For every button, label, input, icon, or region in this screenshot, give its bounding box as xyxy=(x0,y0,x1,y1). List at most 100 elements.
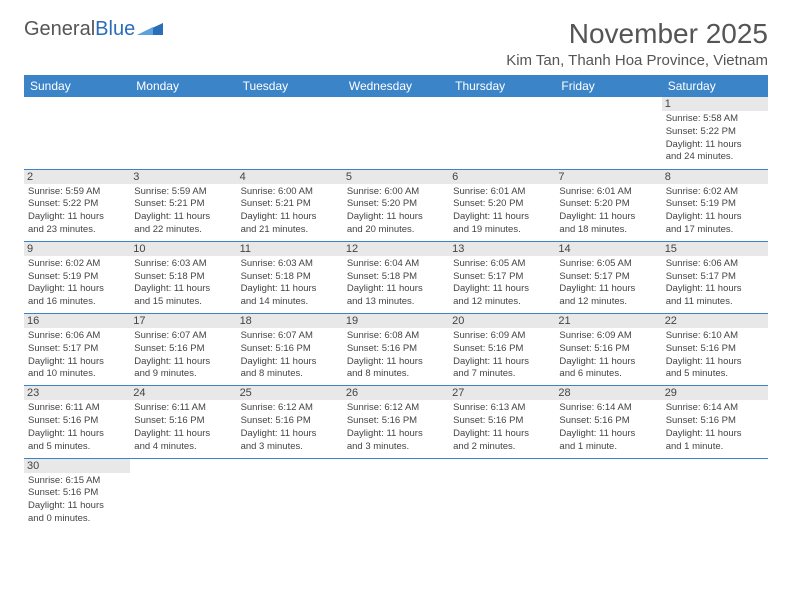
calendar-cell: 30 Sunrise: 6:15 AMSunset: 5:16 PMDayligh… xyxy=(24,458,130,530)
logo: GeneralBlue xyxy=(24,18,163,41)
day-number: 12 xyxy=(343,242,449,256)
calendar-cell: 17 Sunrise: 6:07 AMSunset: 5:16 PMDayligh… xyxy=(130,314,236,386)
day-number: 22 xyxy=(662,314,768,328)
day-number: 25 xyxy=(237,386,343,400)
day-number: 13 xyxy=(449,242,555,256)
day-info: Sunrise: 6:14 AMSunset: 5:16 PMDaylight:… xyxy=(559,402,657,453)
calendar-cell: 10Sunrise: 6:03 AMSunset: 5:18 PMDayligh… xyxy=(130,241,236,313)
calendar-cell-empty xyxy=(555,97,661,169)
day-info: Sunrise: 6:02 AMSunset: 5:19 PMDaylight:… xyxy=(666,186,764,237)
calendar-cell: 20 Sunrise: 6:09 AMSunset: 5:16 PMDayligh… xyxy=(449,314,555,386)
calendar-cell-empty xyxy=(449,97,555,169)
weekday-header-row: SundayMondayTuesdayWednesdayThursdayFrid… xyxy=(24,75,768,97)
calendar-cell: 15Sunrise: 6:06 AMSunset: 5:17 PMDayligh… xyxy=(662,241,768,313)
day-number: 21 xyxy=(555,314,661,328)
day-number: 26 xyxy=(343,386,449,400)
calendar-cell: 18Sunrise: 6:07 AMSunset: 5:16 PMDayligh… xyxy=(237,314,343,386)
calendar-row: 2 Sunrise: 5:59 AMSunset: 5:22 PMDaylight… xyxy=(24,169,768,241)
day-info: Sunrise: 6:11 AMSunset: 5:16 PMDaylight:… xyxy=(28,402,126,453)
day-info: Sunrise: 6:14 AMSunset: 5:16 PMDaylight:… xyxy=(666,402,764,453)
day-number: 1 xyxy=(662,97,768,111)
calendar-cell-empty xyxy=(24,97,130,169)
day-info: Sunrise: 6:13 AMSunset: 5:16 PMDaylight:… xyxy=(453,402,551,453)
day-info: Sunrise: 6:00 AMSunset: 5:20 PMDaylight:… xyxy=(347,186,445,237)
day-number: 20 xyxy=(449,314,555,328)
calendar-cell-empty xyxy=(237,458,343,530)
calendar-row: 9 Sunrise: 6:02 AMSunset: 5:19 PMDaylight… xyxy=(24,241,768,313)
calendar-cell: 21 Sunrise: 6:09 AMSunset: 5:16 PMDayligh… xyxy=(555,314,661,386)
calendar-row: 23Sunrise: 6:11 AMSunset: 5:16 PMDayligh… xyxy=(24,386,768,458)
calendar-cell-empty xyxy=(237,97,343,169)
day-number: 27 xyxy=(449,386,555,400)
day-number: 19 xyxy=(343,314,449,328)
calendar-cell-empty xyxy=(343,458,449,530)
weekday-header: Sunday xyxy=(24,75,130,97)
weekday-header: Wednesday xyxy=(343,75,449,97)
day-number: 30 xyxy=(24,459,130,473)
title-block: November 2025 Kim Tan, Thanh Hoa Provinc… xyxy=(506,18,768,69)
calendar-cell: 11 Sunrise: 6:03 AMSunset: 5:18 PMDayligh… xyxy=(237,241,343,313)
day-number: 17 xyxy=(130,314,236,328)
day-info: Sunrise: 5:58 AMSunset: 5:22 PMDaylight:… xyxy=(666,113,764,164)
day-number: 4 xyxy=(237,170,343,184)
calendar-cell: 25 Sunrise: 6:12 AMSunset: 5:16 PMDayligh… xyxy=(237,386,343,458)
day-number: 8 xyxy=(662,170,768,184)
calendar-cell: 23Sunrise: 6:11 AMSunset: 5:16 PMDayligh… xyxy=(24,386,130,458)
day-info: Sunrise: 6:00 AMSunset: 5:21 PMDaylight:… xyxy=(241,186,339,237)
day-number: 24 xyxy=(130,386,236,400)
day-number: 10 xyxy=(130,242,236,256)
day-info: Sunrise: 6:07 AMSunset: 5:16 PMDaylight:… xyxy=(134,330,232,381)
day-info: Sunrise: 6:08 AMSunset: 5:16 PMDaylight:… xyxy=(347,330,445,381)
day-number: 18 xyxy=(237,314,343,328)
calendar-cell-empty xyxy=(449,458,555,530)
header: GeneralBlue November 2025 Kim Tan, Thanh… xyxy=(24,18,768,69)
day-info: Sunrise: 6:02 AMSunset: 5:19 PMDaylight:… xyxy=(28,258,126,309)
day-number: 7 xyxy=(555,170,661,184)
day-info: Sunrise: 6:03 AMSunset: 5:18 PMDaylight:… xyxy=(241,258,339,309)
calendar-cell: 14 Sunrise: 6:05 AMSunset: 5:17 PMDayligh… xyxy=(555,241,661,313)
day-info: Sunrise: 6:05 AMSunset: 5:17 PMDaylight:… xyxy=(559,258,657,309)
calendar-cell: 22 Sunrise: 6:10 AMSunset: 5:16 PMDayligh… xyxy=(662,314,768,386)
calendar-cell: 8 Sunrise: 6:02 AMSunset: 5:19 PMDaylight… xyxy=(662,169,768,241)
calendar-cell: 4 Sunrise: 6:00 AMSunset: 5:21 PMDaylight… xyxy=(237,169,343,241)
day-number: 6 xyxy=(449,170,555,184)
day-info: Sunrise: 6:01 AMSunset: 5:20 PMDaylight:… xyxy=(453,186,551,237)
calendar-body: 1 Sunrise: 5:58 AMSunset: 5:22 PMDaylight… xyxy=(24,97,768,530)
calendar-cell-empty xyxy=(343,97,449,169)
day-number: 9 xyxy=(24,242,130,256)
day-number: 14 xyxy=(555,242,661,256)
day-info: Sunrise: 6:10 AMSunset: 5:16 PMDaylight:… xyxy=(666,330,764,381)
day-info: Sunrise: 5:59 AMSunset: 5:22 PMDaylight:… xyxy=(28,186,126,237)
day-info: Sunrise: 6:09 AMSunset: 5:16 PMDaylight:… xyxy=(453,330,551,381)
month-title: November 2025 xyxy=(506,18,768,50)
day-number: 16 xyxy=(24,314,130,328)
day-info: Sunrise: 6:11 AMSunset: 5:16 PMDaylight:… xyxy=(134,402,232,453)
location: Kim Tan, Thanh Hoa Province, Vietnam xyxy=(506,52,768,69)
calendar-row: 30 Sunrise: 6:15 AMSunset: 5:16 PMDayligh… xyxy=(24,458,768,530)
calendar-cell-empty xyxy=(130,458,236,530)
day-info: Sunrise: 6:12 AMSunset: 5:16 PMDaylight:… xyxy=(241,402,339,453)
weekday-header: Monday xyxy=(130,75,236,97)
calendar-cell: 16Sunrise: 6:06 AMSunset: 5:17 PMDayligh… xyxy=(24,314,130,386)
weekday-header: Saturday xyxy=(662,75,768,97)
calendar-cell: 28Sunrise: 6:14 AMSunset: 5:16 PMDayligh… xyxy=(555,386,661,458)
calendar-cell-empty xyxy=(555,458,661,530)
day-info: Sunrise: 5:59 AMSunset: 5:21 PMDaylight:… xyxy=(134,186,232,237)
calendar-cell: 13Sunrise: 6:05 AMSunset: 5:17 PMDayligh… xyxy=(449,241,555,313)
day-info: Sunrise: 6:01 AMSunset: 5:20 PMDaylight:… xyxy=(559,186,657,237)
calendar-cell: 7 Sunrise: 6:01 AMSunset: 5:20 PMDaylight… xyxy=(555,169,661,241)
logo-text-1: General xyxy=(24,18,95,41)
calendar-cell: 3 Sunrise: 5:59 AMSunset: 5:21 PMDaylight… xyxy=(130,169,236,241)
day-info: Sunrise: 6:15 AMSunset: 5:16 PMDaylight:… xyxy=(28,475,126,526)
calendar-cell: 19 Sunrise: 6:08 AMSunset: 5:16 PMDayligh… xyxy=(343,314,449,386)
day-number: 11 xyxy=(237,242,343,256)
day-number: 2 xyxy=(24,170,130,184)
day-number: 3 xyxy=(130,170,236,184)
calendar-cell: 9 Sunrise: 6:02 AMSunset: 5:19 PMDaylight… xyxy=(24,241,130,313)
calendar-row: 1 Sunrise: 5:58 AMSunset: 5:22 PMDaylight… xyxy=(24,97,768,169)
calendar-cell: 1 Sunrise: 5:58 AMSunset: 5:22 PMDaylight… xyxy=(662,97,768,169)
calendar-row: 16Sunrise: 6:06 AMSunset: 5:17 PMDayligh… xyxy=(24,314,768,386)
calendar-cell-empty xyxy=(662,458,768,530)
logo-text-2: Blue xyxy=(95,18,135,41)
day-info: Sunrise: 6:09 AMSunset: 5:16 PMDaylight:… xyxy=(559,330,657,381)
